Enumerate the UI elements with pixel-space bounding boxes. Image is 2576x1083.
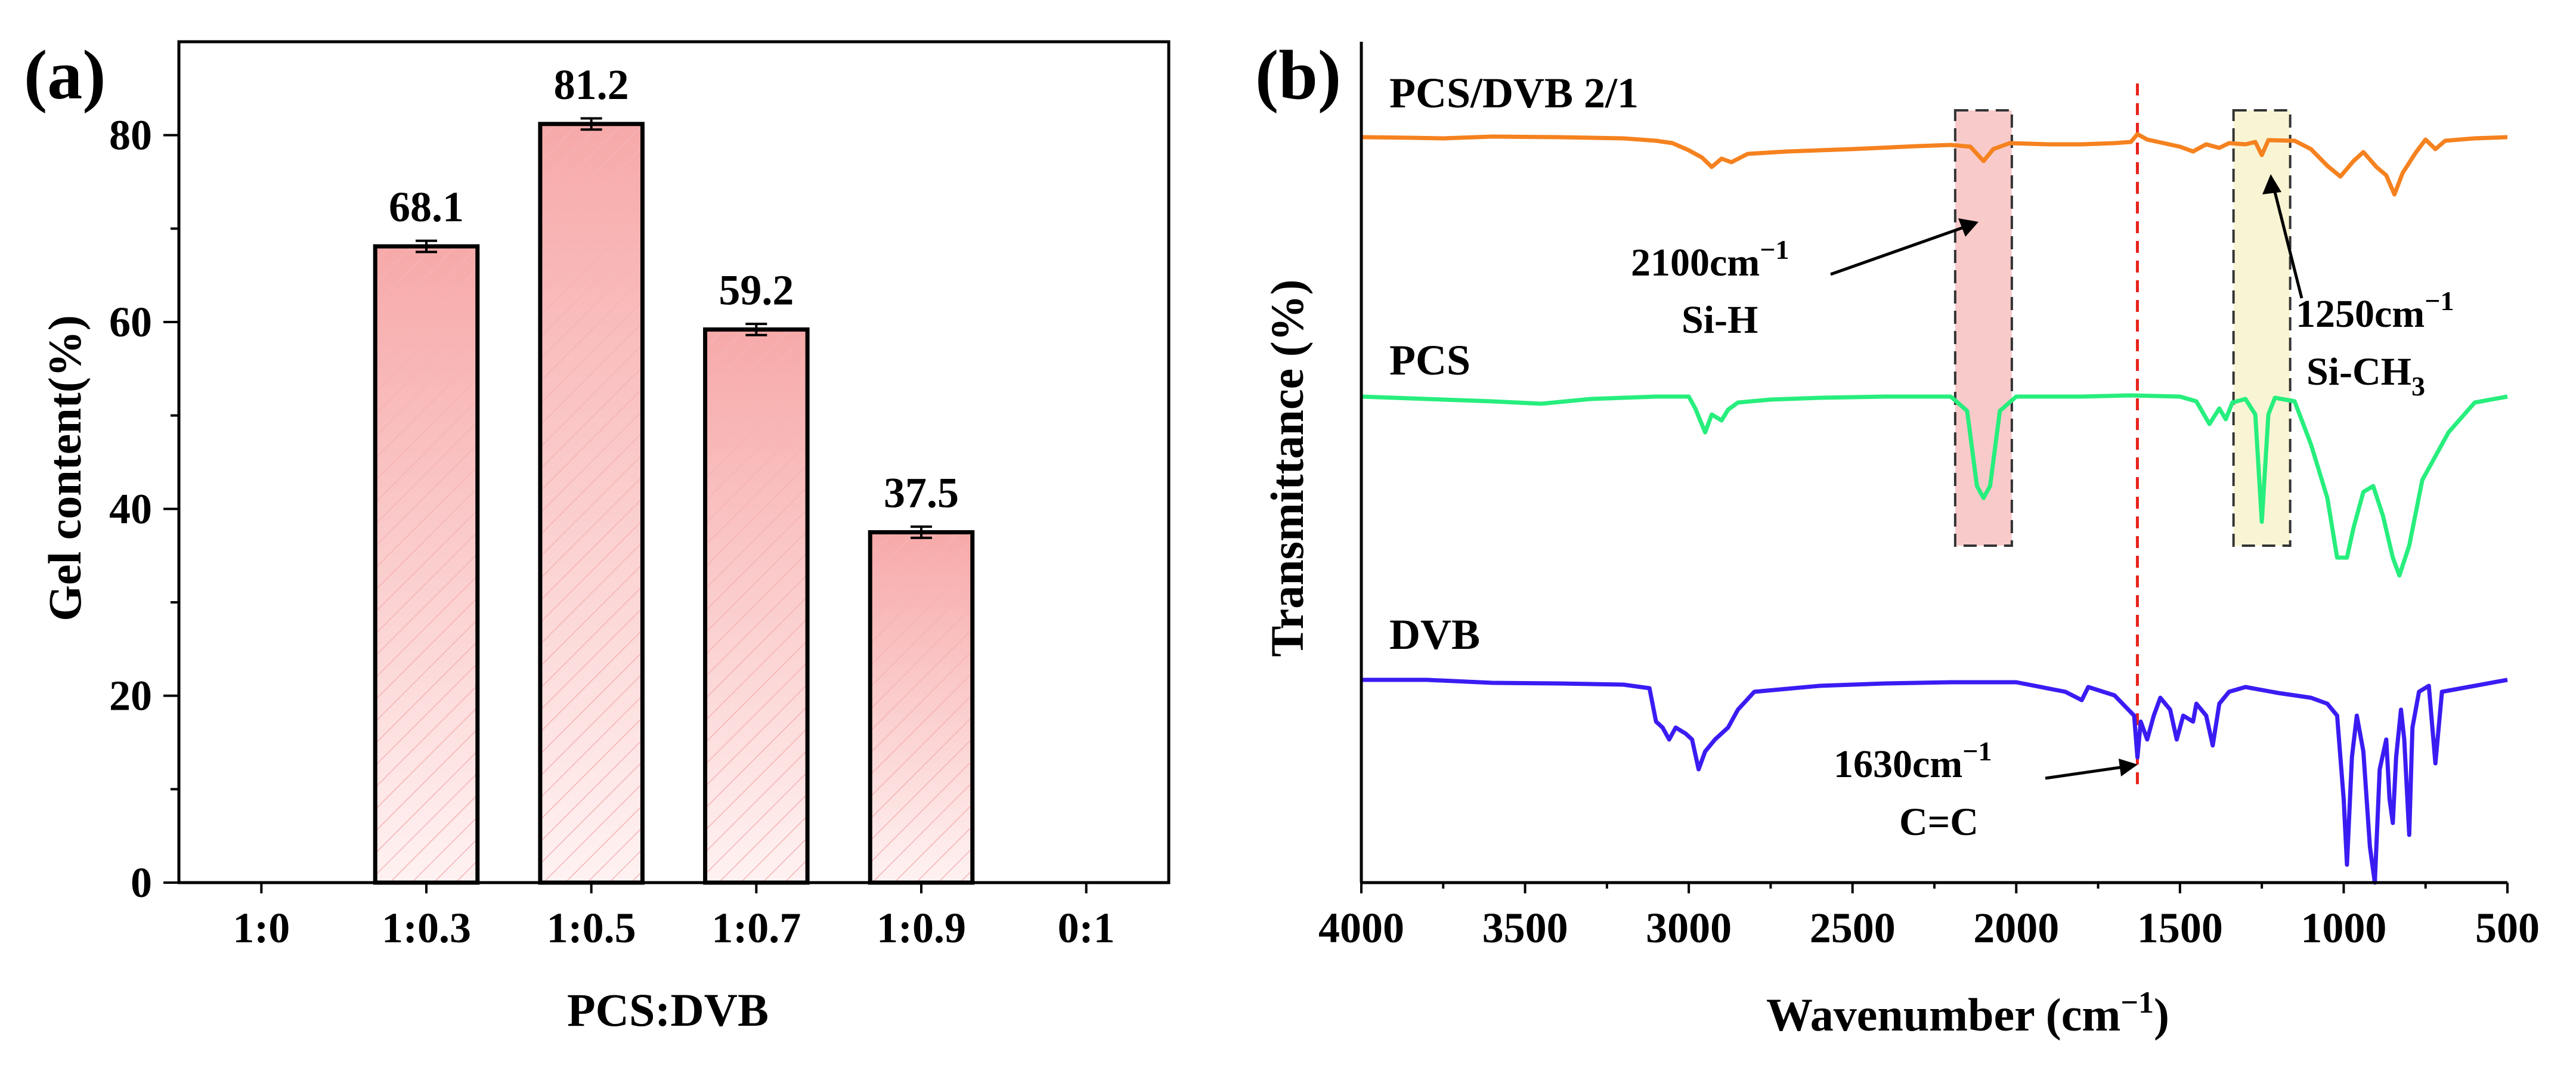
y-tick-label-40: 40 xyxy=(109,485,152,533)
spectrum-pcs xyxy=(1361,393,2508,578)
bar-outline-1:0.3 xyxy=(373,244,480,885)
ftir-highlight-bands xyxy=(1953,83,2292,786)
x-tick-label-1:0.5: 1:0.5 xyxy=(547,904,636,952)
annotation-si-ch3-label: Si-CH3 xyxy=(2306,350,2425,401)
panel-label-a: (a) xyxy=(24,36,106,114)
bar-x-axis-title: PCS:DVB xyxy=(567,984,769,1036)
bar-outline-1:0.9 xyxy=(868,530,975,885)
panel-label-b: (b) xyxy=(1255,36,1341,114)
bar-outline-1:0.7 xyxy=(703,327,810,885)
ftir-spectra xyxy=(1361,132,2508,885)
bar-chart-panel: (a) 68.181.259.237.5 1:0 1:0.3 1:0.5 1:0.7 1… xyxy=(24,36,1171,1036)
x-tick-label-500: 500 xyxy=(2475,904,2540,952)
x-tick-label-1:0: 1:0 xyxy=(233,904,290,952)
x-tick-label-0:1: 0:1 xyxy=(1058,904,1115,952)
x-tick-label-4000: 4000 xyxy=(1318,904,1404,952)
bar-value-label-1:0.9: 37.5 xyxy=(884,469,959,517)
bar-marks: 68.1 81.2 59.2 37.5 xyxy=(373,61,975,885)
y-tick-label-0: 0 xyxy=(131,859,152,906)
bar-value-label-1:0.5: 81.2 xyxy=(554,61,629,109)
bar-axes: 1:0 1:0.3 1:0.5 1:0.7 1:0.9 0:1 0 20 40 60 80 xyxy=(109,40,1171,952)
x-tick-label-1:0.7: 1:0.7 xyxy=(711,904,801,952)
highlight-band-1 xyxy=(2232,109,2292,547)
x-tick-label-1000: 1000 xyxy=(2301,904,2386,952)
series-label-dvb: DVB xyxy=(1389,611,1480,658)
bar-plot-frame xyxy=(177,40,1171,884)
annotation-c-c-label: C=C xyxy=(1899,800,1979,844)
spectrum-pcs-dvb-2-1 xyxy=(1361,132,2508,197)
annotation-si-ch3-arrow xyxy=(2271,184,2303,299)
x-tick-label-1:0.9: 1:0.9 xyxy=(877,904,966,952)
x-tick-label-3000: 3000 xyxy=(1646,904,1732,952)
annotation-si-h: 2100cm−1 Si-H xyxy=(1631,218,1979,342)
annotation-si-h-arrow xyxy=(1830,223,1971,276)
ftir-chart-panel: (b) 4000 3500 3000 2500 2000 1500 1000 500 PCS/… xyxy=(1255,36,2540,1041)
annotation-si-h-wavenumber: 2100cm−1 xyxy=(1631,234,1789,284)
annotation-si-ch3: 1250cm−1 Si-CH3 xyxy=(2262,174,2454,401)
bar-outline-1:0.5 xyxy=(538,122,645,885)
highlight-band-0 xyxy=(1953,109,2013,547)
series-label-pcs: PCS xyxy=(1389,336,1470,384)
x-tick-label-1:0.3: 1:0.3 xyxy=(382,904,471,952)
annotation-si-h-label: Si-H xyxy=(1682,298,1758,342)
y-tick-label-80: 80 xyxy=(109,112,152,159)
spectrum-dvb xyxy=(1361,677,2508,885)
bar-value-label-1:0.7: 59.2 xyxy=(719,267,794,314)
y-tick-label-60: 60 xyxy=(109,298,152,346)
annotation-si-ch3-wavenumber: 1250cm−1 xyxy=(2296,286,2454,336)
annotation-si-h-arrowhead xyxy=(1958,218,1979,237)
annotation-c-c-wavenumber: 1630cm−1 xyxy=(1834,736,1992,786)
annotation-si-ch3-arrowhead xyxy=(2262,174,2281,194)
x-tick-label-2000: 2000 xyxy=(1973,904,2059,952)
ftir-axes: 4000 3500 3000 2500 2000 1500 1000 500 xyxy=(1318,42,2540,952)
x-tick-label-1500: 1500 xyxy=(2137,904,2223,952)
ftir-x-axis-title: Wavenumber (cm−1) xyxy=(1766,986,2169,1041)
bar-value-label-1:0.3: 68.1 xyxy=(389,183,464,231)
annotation-c-c-arrowhead xyxy=(2119,759,2138,776)
x-tick-label-2500: 2500 xyxy=(1810,904,1896,952)
bar-y-axis-title: Gel content(%) xyxy=(39,315,91,621)
annotation-c-c-arrow xyxy=(2045,765,2128,780)
annotation-c-c: 1630cm−1 C=C xyxy=(1834,736,2138,844)
x-tick-label-3500: 3500 xyxy=(1482,904,1568,952)
ftir-y-axis-title: Transmittance (%) xyxy=(1261,279,1313,657)
y-tick-label-20: 20 xyxy=(109,672,152,720)
series-label-pcs-dvb: PCS/DVB 2/1 xyxy=(1389,69,1639,117)
